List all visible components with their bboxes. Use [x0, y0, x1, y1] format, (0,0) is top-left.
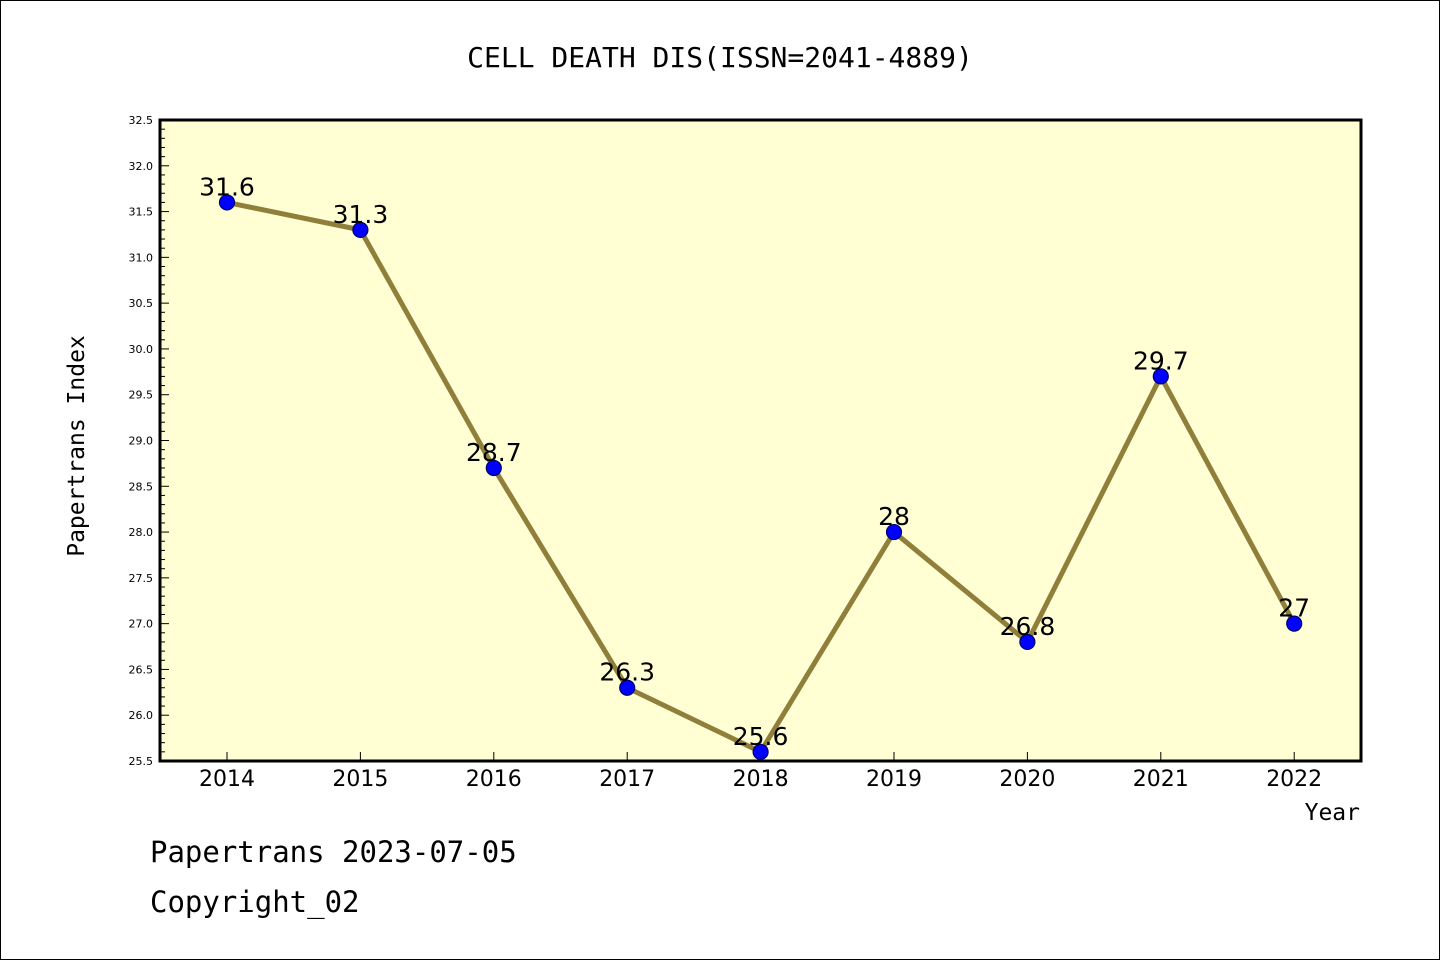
- data-markers: [218, 194, 1303, 760]
- y-tick-label: 27.0: [129, 618, 154, 631]
- x-tick-label: 2022: [1266, 767, 1322, 792]
- data-point: [885, 523, 903, 541]
- chart-title: CELL DEATH DIS(ISSN=2041-4889): [467, 41, 973, 74]
- data-label: 28: [878, 502, 910, 531]
- y-tick-label: 28.0: [129, 526, 154, 539]
- y-tick-label: 28.5: [129, 480, 154, 493]
- data-label: 25.6: [733, 722, 789, 751]
- data-point: [619, 679, 636, 696]
- y-tick-label: 32.5: [129, 114, 154, 127]
- data-point: [218, 194, 236, 211]
- x-tick-label: 2015: [332, 767, 388, 792]
- data-label: 26.8: [1000, 612, 1056, 641]
- x-tick-label: 2014: [199, 767, 255, 792]
- y-axis-label: Papertrans Index: [64, 335, 90, 557]
- y-tick-label: 26.0: [129, 709, 154, 722]
- x-tick-label: 2016: [466, 767, 522, 792]
- data-label: 29.7: [1133, 346, 1189, 375]
- data-point: [1019, 633, 1036, 651]
- x-tick-label: 2018: [733, 767, 789, 792]
- data-point: [352, 221, 369, 238]
- x-tick-label: 2017: [599, 767, 655, 792]
- y-tick-label: 30.0: [129, 343, 154, 356]
- data-labels: 31.6 31.3 28.7 26.3 25.6 28 26.8 29.7 27: [199, 172, 1310, 750]
- data-label: 31.3: [333, 200, 389, 229]
- data-label: 26.3: [599, 658, 655, 687]
- y-tick-label: 29.5: [129, 389, 154, 402]
- data-point: [1286, 615, 1303, 632]
- y-axis-ticks: 25.5 26.0 26.5 27.0 27.5 28.0 28.5 29.0 29.5 30.0…: [129, 114, 169, 768]
- y-tick-label: 31.5: [129, 206, 154, 219]
- y-tick-label: 27.5: [129, 572, 154, 585]
- data-label: 28.7: [466, 438, 522, 467]
- y-tick-label: 31.0: [129, 251, 154, 264]
- data-point: [752, 743, 769, 760]
- plot-border: [158, 118, 1363, 763]
- data-label: 31.6: [199, 172, 255, 201]
- y-tick-label: 32.0: [129, 160, 154, 173]
- x-tick-label: 2021: [1133, 767, 1189, 792]
- footer-date: Papertrans 2023-07-05: [150, 835, 517, 869]
- x-axis-ticks: 2014 2015 2016 2017 2018 2019 2020 2021 2022: [199, 752, 1322, 792]
- y-tick-label: 25.5: [129, 755, 154, 768]
- y-tick-label: 29.0: [129, 435, 154, 448]
- data-point: [485, 459, 502, 477]
- x-axis-label: Year: [1305, 800, 1360, 826]
- x-tick-label: 2019: [866, 767, 922, 792]
- footer-copyright: Copyright_02: [150, 885, 360, 919]
- data-label: 27: [1278, 594, 1310, 623]
- y-tick-label: 30.5: [129, 297, 154, 310]
- x-tick-label: 2020: [999, 767, 1055, 792]
- y-tick-label: 26.5: [129, 663, 154, 676]
- data-point: [1152, 368, 1169, 385]
